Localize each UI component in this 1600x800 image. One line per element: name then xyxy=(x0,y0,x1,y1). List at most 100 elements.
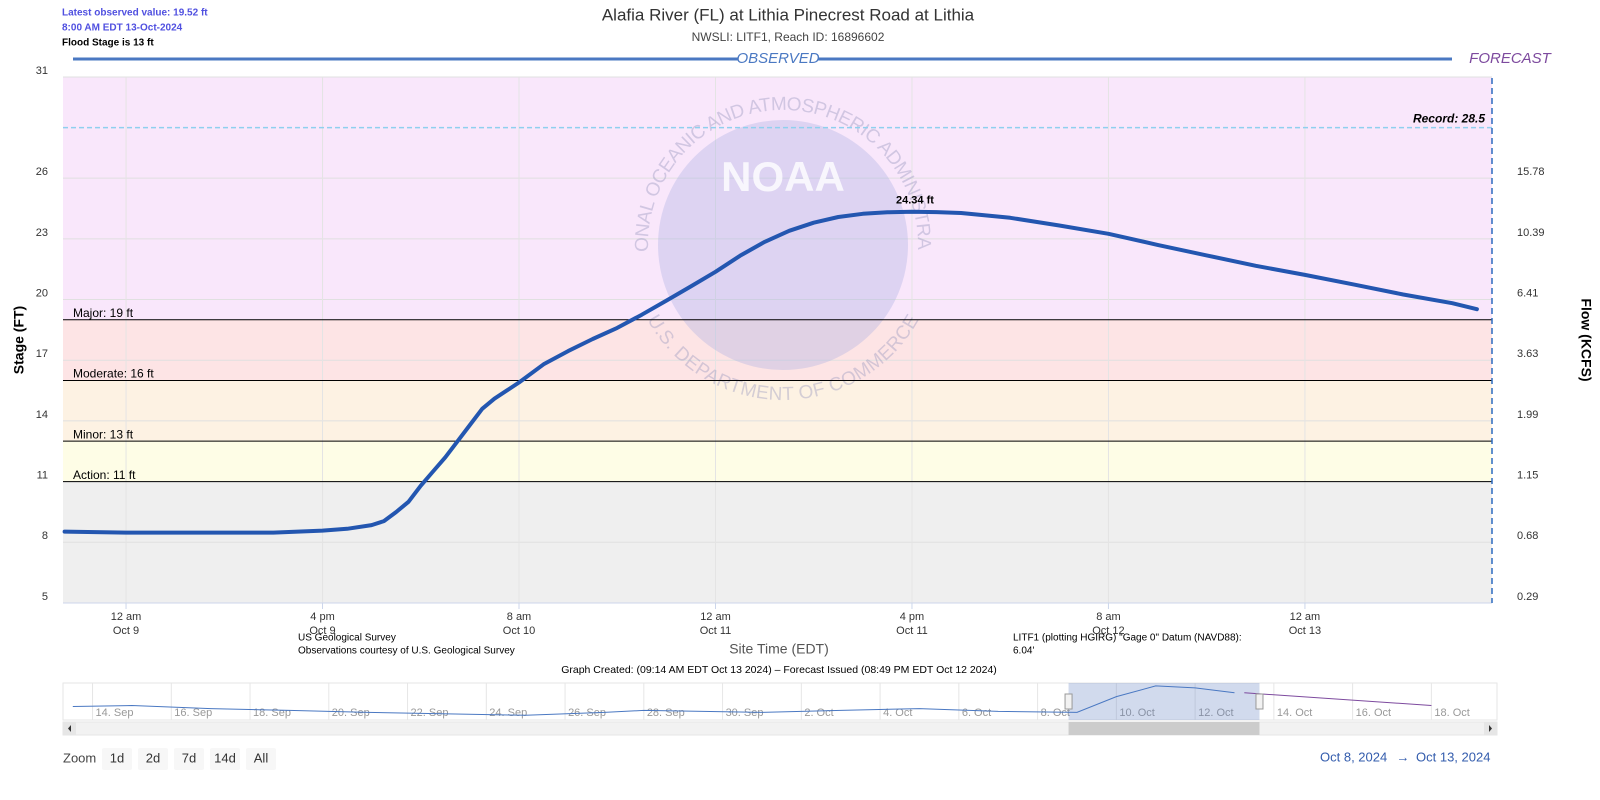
y-tick-label: 23 xyxy=(36,227,48,239)
navigator-tick-label: 8. Oct xyxy=(1041,707,1070,719)
zoom-button[interactable] xyxy=(246,748,276,770)
y-tick-label: 26 xyxy=(36,166,48,178)
y2-axis-title: Flow (KCFS) xyxy=(1578,298,1594,381)
x-tick-label: 12 am xyxy=(111,611,142,623)
navigator-tick-label: 4. Oct xyxy=(883,707,912,719)
zoom-button-label[interactable]: 1d xyxy=(110,750,124,765)
range-arrow: → xyxy=(1397,749,1410,764)
x-tick-date: Oct 10 xyxy=(503,625,535,637)
credit: US Geological Survey xyxy=(298,633,396,644)
y2-tick-label: 0.68 xyxy=(1517,530,1538,542)
x-axis-title: Site Time (EDT) xyxy=(729,641,829,657)
zoom-button[interactable] xyxy=(102,748,132,770)
scrollbar-thumb[interactable] xyxy=(1068,722,1260,735)
chart-title: Alafia River (FL) at Lithia Pinecrest Ro… xyxy=(602,5,975,24)
flood-band xyxy=(63,77,1492,320)
navigator-tick-label: 22. Sep xyxy=(411,707,449,719)
navigator-tick-label: 2. Oct xyxy=(804,707,833,719)
threshold-label: Action: 11 ft xyxy=(73,468,136,482)
flood-band xyxy=(63,319,1492,381)
series-line xyxy=(62,209,1479,535)
threshold-label: Moderate: 16 ft xyxy=(73,367,154,381)
navigator-tick-label: 18. Sep xyxy=(253,707,291,719)
y2-tick-label: 0.29 xyxy=(1517,591,1538,603)
zoom-button-label[interactable]: 14d xyxy=(214,750,236,765)
navigator-tick-label: 28. Sep xyxy=(647,707,685,719)
y2-tick-label: 1.99 xyxy=(1517,409,1538,421)
flood-band xyxy=(63,380,1492,442)
info-time: 8:00 AM EDT 13-Oct-2024 xyxy=(62,23,183,34)
navigator-tick-label: 6. Oct xyxy=(962,707,991,719)
range-to: Oct 13, 2024 xyxy=(1416,749,1490,764)
navigator-line xyxy=(72,685,1235,716)
navigator-tick-label: 12. Oct xyxy=(1198,707,1233,719)
threshold-label: Minor: 13 ft xyxy=(73,427,134,441)
navigator-tick-label: 20. Sep xyxy=(332,707,370,719)
x-tick-label: 12 am xyxy=(700,611,731,623)
arrow xyxy=(1489,725,1492,732)
zoom-button[interactable] xyxy=(138,748,168,770)
x-tick-label: 8 am xyxy=(1096,611,1120,623)
x-tick-label: 4 pm xyxy=(310,611,334,623)
y-tick-label: 17 xyxy=(36,348,48,360)
x-tick-label: 8 am xyxy=(507,611,531,623)
x-tick-date: Oct 13 xyxy=(1289,625,1321,637)
x-tick-label: 12 am xyxy=(1290,611,1321,623)
navigator-line xyxy=(1244,692,1432,706)
navigator-handle[interactable] xyxy=(1255,693,1264,710)
y2-tick-label: 1.15 xyxy=(1517,470,1538,482)
zoom-button[interactable] xyxy=(210,748,240,770)
x-tick-label: 4 pm xyxy=(900,611,924,623)
navigator-handle[interactable] xyxy=(1064,693,1073,710)
zoom-button-label[interactable]: 2d xyxy=(146,750,160,765)
x-tick-date: Oct 12 xyxy=(1092,625,1124,637)
threshold-label: Major: 19 ft xyxy=(73,306,134,320)
y2-tick-label: 6.41 xyxy=(1517,287,1538,299)
navigator-tick-label: 10. Oct xyxy=(1119,707,1154,719)
flood-band xyxy=(63,441,1492,482)
navigator-tick-label: 24. Sep xyxy=(489,707,527,719)
watermark-disc xyxy=(658,120,908,370)
x-tick-date: Oct 9 xyxy=(113,625,139,637)
navigator-tick-label: 16. Oct xyxy=(1356,707,1391,719)
record-label: Record: 28.5 xyxy=(1413,112,1485,126)
scrollbar-track xyxy=(62,721,1498,736)
peak-label: 24.34 ft xyxy=(896,195,934,207)
zoom-button-label[interactable]: 7d xyxy=(182,750,196,765)
range-from: Oct 8, 2024 xyxy=(1320,749,1387,764)
navigator-tick-label: 16. Sep xyxy=(174,707,212,719)
info-flood-stage: Flood Stage is 13 ft xyxy=(62,38,154,49)
chart-subtitle: NWSLI: LITF1, Reach ID: 16896602 xyxy=(692,30,885,44)
y-tick-label: 8 xyxy=(42,530,48,542)
x-tick-date: Oct 9 xyxy=(309,625,335,637)
y-tick-label: 20 xyxy=(36,287,48,299)
watermark-logo: NOAA xyxy=(721,153,845,200)
footer: Graph Created: (09:14 AM EDT Oct 13 2024… xyxy=(561,664,997,676)
zoom-button[interactable] xyxy=(174,748,204,770)
y2-tick-label: 3.63 xyxy=(1517,348,1538,360)
x-tick-date: Oct 11 xyxy=(700,625,732,637)
zoom-button-label[interactable]: All xyxy=(254,750,269,765)
navigator-tick-label: 30. Sep xyxy=(726,707,764,719)
navigator-window xyxy=(1068,683,1260,720)
y-tick-label: 11 xyxy=(37,470,48,482)
navigator-tick-label: 18. Oct xyxy=(1434,707,1469,719)
navigator-tick-label: 14. Sep xyxy=(96,707,134,719)
datum-note: 6.04' xyxy=(1013,646,1034,657)
y-tick-label: 5 xyxy=(42,591,48,603)
navigator-tick-label: 14. Oct xyxy=(1277,707,1312,719)
x-tick-date: Oct 11 xyxy=(896,625,928,637)
credit: Observations courtesy of U.S. Geological… xyxy=(298,646,515,657)
y-tick-label: 14 xyxy=(36,409,48,421)
observed-label: OBSERVED xyxy=(736,50,819,67)
forecast-label: FORECAST xyxy=(1469,50,1553,67)
y-axis-title: Stage (FT) xyxy=(11,306,27,374)
info-latest: Latest observed value: 19.52 ft xyxy=(62,8,208,19)
y2-tick-label: 15.78 xyxy=(1517,166,1545,178)
y-tick-label: 31 xyxy=(36,65,48,77)
arrow xyxy=(68,725,71,732)
y2-tick-label: 10.39 xyxy=(1517,227,1545,239)
datum-note: LITF1 (plotting HGIRG) "Gage 0" Datum (N… xyxy=(1013,633,1242,644)
zoom-label: Zoom xyxy=(63,750,96,765)
